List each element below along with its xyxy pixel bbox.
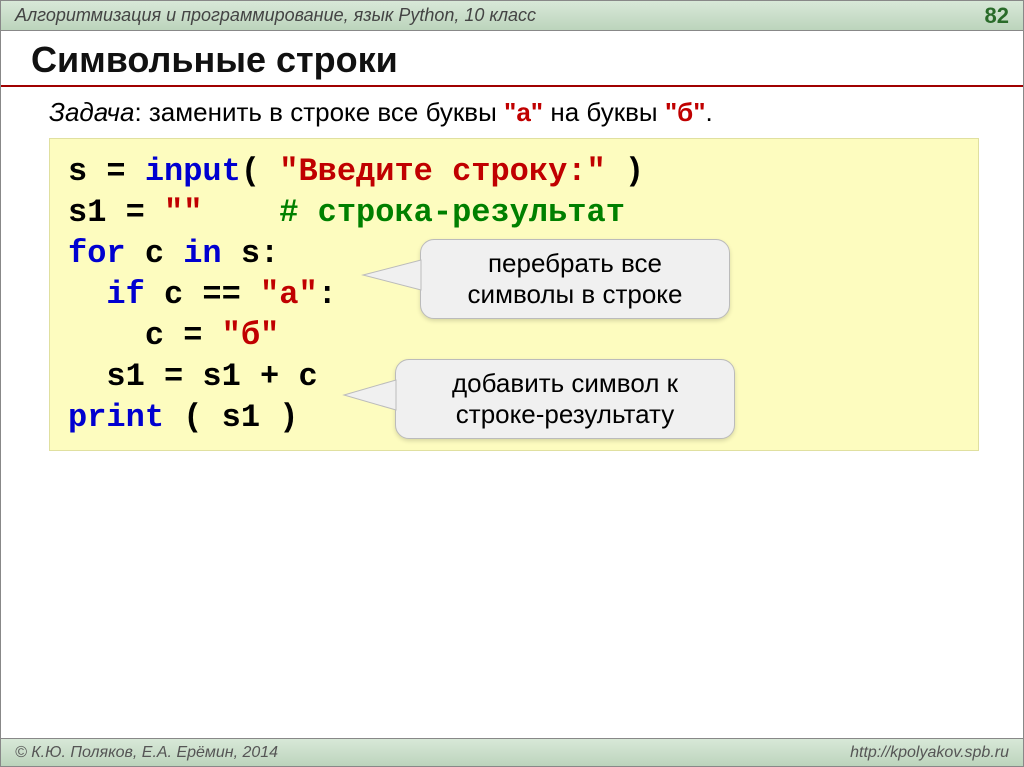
code-block: s = input( "Введите строку:" ) s1 = "" #… <box>49 138 979 451</box>
task-letter-b: "б" <box>665 97 706 127</box>
slide: Алгоритмизация и программирование, язык … <box>0 0 1024 767</box>
task-text-1: : заменить в строке все буквы <box>134 97 504 127</box>
slide-body: Задача: заменить в строке все буквы "а" … <box>1 87 1023 451</box>
title-row: Символьные строки <box>1 31 1023 87</box>
callout-append: добавить символ к строке-результату <box>395 359 735 439</box>
header-bar: Алгоритмизация и программирование, язык … <box>1 1 1023 31</box>
task-text-2: на буквы <box>543 97 665 127</box>
task-prefix: Задача <box>49 97 134 127</box>
task-text-3: . <box>706 97 713 127</box>
callout-iterate-text: перебрать все символы в строке <box>468 248 683 310</box>
callout-append-text: добавить символ к строке-результату <box>452 368 678 430</box>
code-line-1: s = input( "Введите строку:" ) <box>68 151 960 192</box>
code-line-5: c = "б" <box>68 315 960 356</box>
slide-title: Символьные строки <box>31 39 993 81</box>
footer-url: http://kpolyakov.spb.ru <box>850 744 1009 762</box>
course-title: Алгоритмизация и программирование, язык … <box>15 5 536 26</box>
page-number: 82 <box>985 3 1009 29</box>
callout-pointer-icon <box>363 260 421 290</box>
callout-iterate: перебрать все символы в строке <box>420 239 730 319</box>
callout-pointer-icon <box>344 380 396 410</box>
task-line: Задача: заменить в строке все буквы "а" … <box>49 97 985 128</box>
footer-bar: © К.Ю. Поляков, Е.А. Ерёмин, 2014 http:/… <box>1 738 1023 766</box>
task-letter-a: "а" <box>504 97 543 127</box>
code-line-2: s1 = "" # строка-результат <box>68 192 960 233</box>
footer-copyright: © К.Ю. Поляков, Е.А. Ерёмин, 2014 <box>15 744 278 762</box>
